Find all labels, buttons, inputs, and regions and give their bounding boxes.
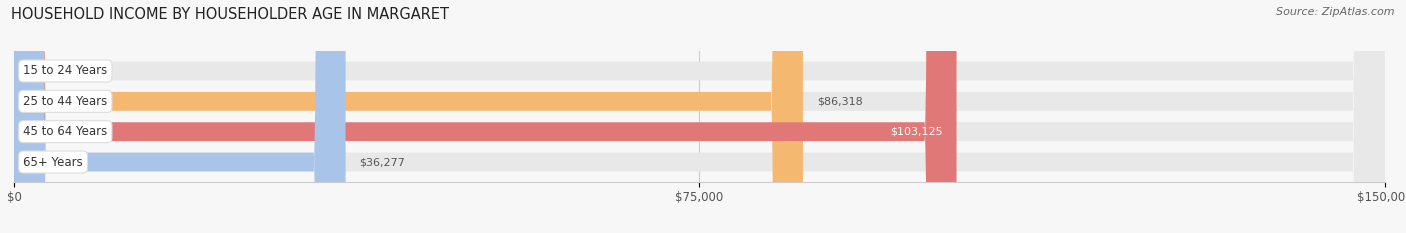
FancyBboxPatch shape <box>14 0 346 233</box>
Text: 25 to 44 Years: 25 to 44 Years <box>22 95 107 108</box>
FancyBboxPatch shape <box>14 0 1385 233</box>
Text: Source: ZipAtlas.com: Source: ZipAtlas.com <box>1277 7 1395 17</box>
Text: $0: $0 <box>32 66 46 76</box>
Text: 45 to 64 Years: 45 to 64 Years <box>22 125 107 138</box>
Text: $86,318: $86,318 <box>817 96 862 106</box>
FancyBboxPatch shape <box>14 0 1385 233</box>
FancyBboxPatch shape <box>14 0 956 233</box>
Text: $103,125: $103,125 <box>890 127 943 137</box>
FancyBboxPatch shape <box>14 0 1385 233</box>
Text: 65+ Years: 65+ Years <box>22 155 83 168</box>
Text: $36,277: $36,277 <box>360 157 405 167</box>
Text: 15 to 24 Years: 15 to 24 Years <box>22 65 107 78</box>
FancyBboxPatch shape <box>14 0 803 233</box>
FancyBboxPatch shape <box>14 0 1385 233</box>
Text: HOUSEHOLD INCOME BY HOUSEHOLDER AGE IN MARGARET: HOUSEHOLD INCOME BY HOUSEHOLDER AGE IN M… <box>11 7 450 22</box>
